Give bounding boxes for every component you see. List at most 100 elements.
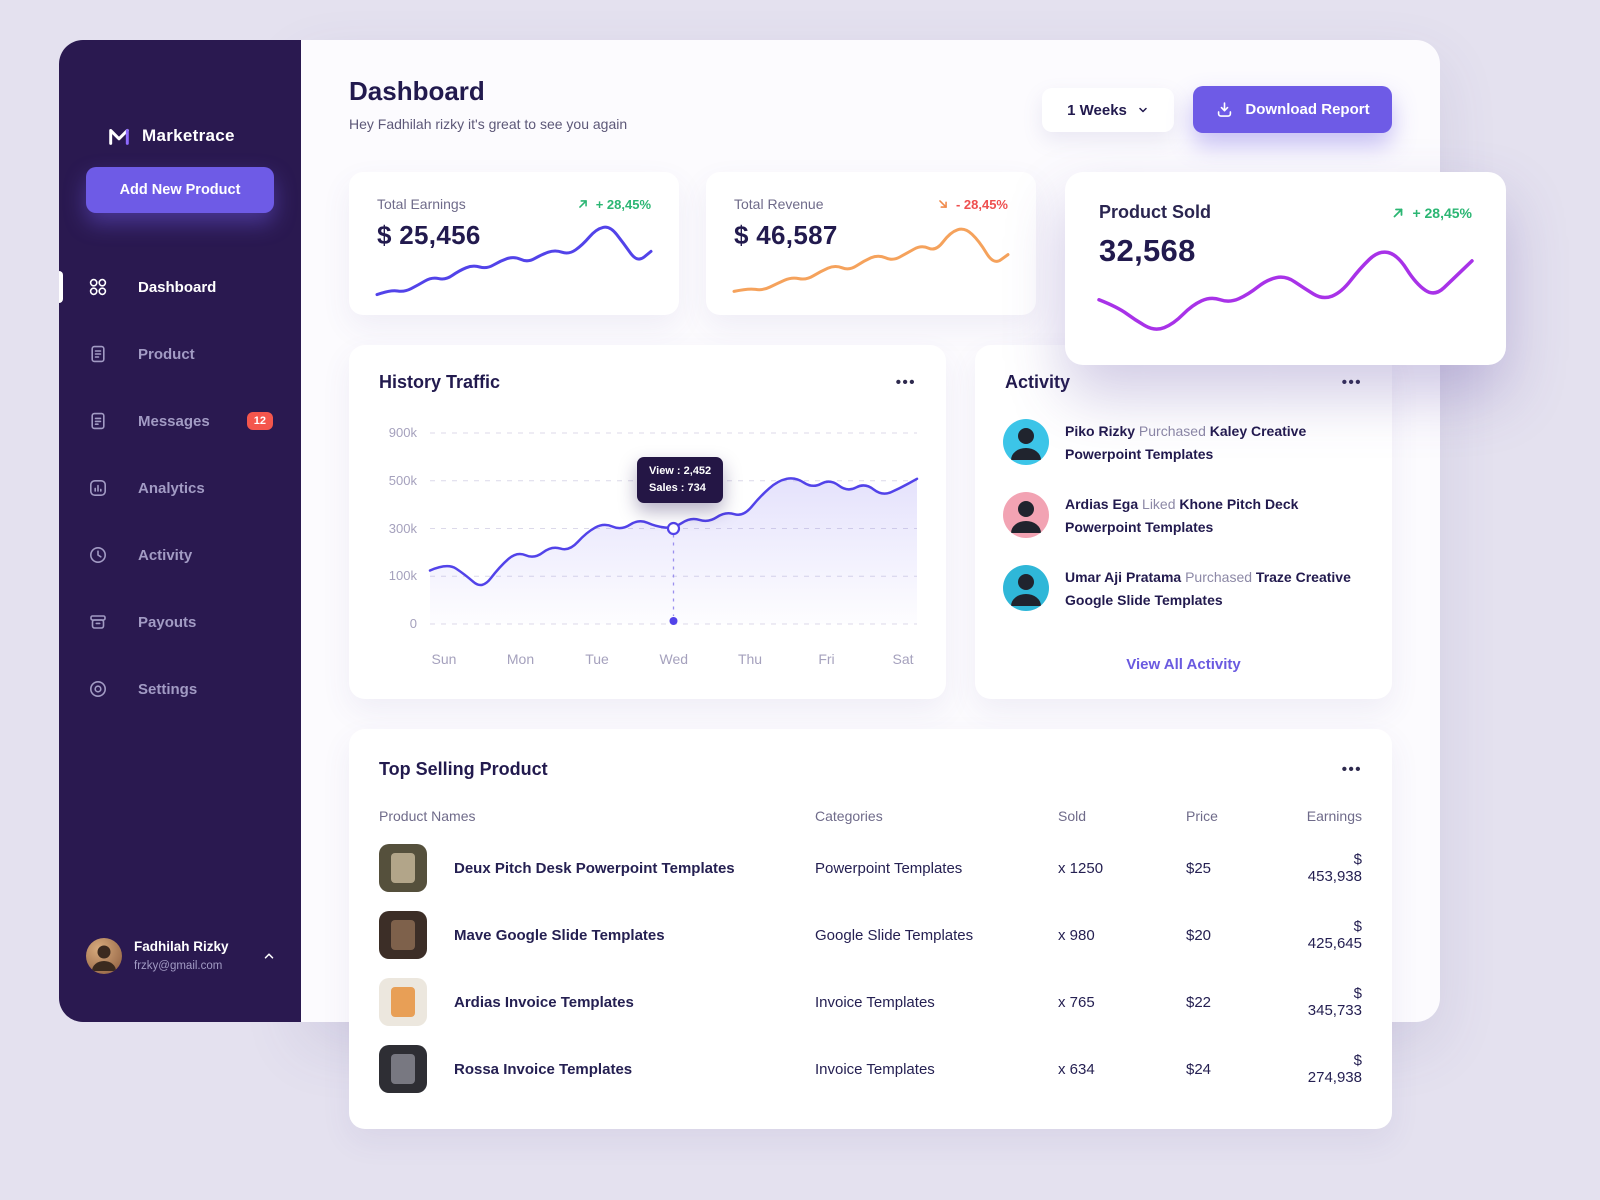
revenue-sparkline <box>732 227 1010 293</box>
sidebar-item-messages[interactable]: Messages 12 <box>59 399 301 443</box>
stat-label: Product Sold <box>1099 202 1211 222</box>
download-report-button[interactable]: Download Report <box>1193 86 1392 133</box>
product-price: $25 <box>1186 859 1212 877</box>
view-all-activity-link[interactable]: View All Activity <box>1126 656 1241 673</box>
chevron-up-icon[interactable] <box>262 949 276 963</box>
change-badge: - 28,45% <box>936 197 1008 212</box>
activity-text: Piko Rizky Purchased Kaley Creative Powe… <box>1065 423 1307 462</box>
product-price: $20 <box>1186 926 1212 944</box>
period-value: 1 Weeks <box>1067 101 1127 119</box>
product-category: Invoice Templates <box>815 993 935 1011</box>
user-name: Fadhilah Rizky <box>134 939 229 954</box>
gear-icon <box>88 679 108 699</box>
product-price: $24 <box>1186 1060 1212 1078</box>
stat-value: $ 46,587 <box>734 220 838 250</box>
change-badge: + 28,45% <box>576 197 651 212</box>
card-title: History Traffic <box>379 372 501 392</box>
change-badge: + 28,45% <box>1390 205 1472 221</box>
product-sold: x 1250 <box>1058 859 1104 877</box>
download-report-label: Download Report <box>1245 101 1370 118</box>
total-revenue-card: Total Revenue - 28,45% $ 46,587 <box>706 172 1036 315</box>
product-name: Mave Google Slide Templates <box>454 926 665 944</box>
product-thumbnail <box>379 978 427 1026</box>
product-name: Rossa Invoice Templates <box>454 1060 633 1078</box>
messages-badge: 12 <box>246 412 273 430</box>
product-category: Invoice Templates <box>815 1060 935 1078</box>
table-row[interactable]: Ardias Invoice Templates Invoice Templat… <box>379 978 1362 1026</box>
add-new-product-button[interactable]: Add New Product <box>86 167 274 213</box>
chevron-down-icon <box>1137 104 1149 116</box>
sidebar-item-payouts[interactable]: Payouts <box>59 600 301 644</box>
tooltip-sales: Sales : 734 <box>649 482 706 495</box>
sidebar-item-product[interactable]: Product <box>59 332 301 376</box>
card-title: Activity <box>1005 372 1071 392</box>
tooltip-view: View : 2,452 <box>649 465 712 477</box>
history-traffic-card: History Traffic ••• 900k 500k 300k 100k … <box>349 345 946 699</box>
traffic-line-chart[interactable] <box>428 432 919 625</box>
trend-up-icon <box>1390 205 1406 221</box>
more-options-icon[interactable]: ••• <box>1341 373 1362 391</box>
activity-avatar <box>1003 419 1049 465</box>
table-header: Product Names Categories Sold Price Earn… <box>379 808 1362 824</box>
product-thumbnail <box>379 911 427 959</box>
stat-label: Total Earnings <box>377 196 466 212</box>
activity-avatar <box>1003 565 1049 611</box>
top-selling-table: Product Names Categories Sold Price Earn… <box>379 807 1362 1093</box>
earnings-sparkline <box>375 225 653 297</box>
more-options-icon[interactable]: ••• <box>1341 760 1362 778</box>
card-title: Top Selling Product <box>379 759 548 779</box>
product-sold-card: Product Sold + 28,45% 32,568 <box>1065 172 1506 365</box>
chart-tooltip: View : 2,452 Sales : 734 <box>637 457 724 504</box>
message-icon <box>88 411 108 431</box>
product-name: Ardias Invoice Templates <box>454 993 634 1011</box>
product-sold: x 634 <box>1058 1060 1095 1078</box>
activity-text: Ardias Ega Liked Khone Pitch Deck Powerp… <box>1065 496 1299 535</box>
activity-item: Piko Rizky Purchased Kaley Creative Powe… <box>1003 419 1370 466</box>
activity-card: Activity ••• Piko Rizky Purchased Kaley … <box>975 345 1392 699</box>
greeting-text: Hey Fadhilah rizky it's great to see you… <box>349 116 628 132</box>
sidebar-item-label: Analytics <box>138 479 205 497</box>
activity-item: Umar Aji Pratama Purchased Traze Creativ… <box>1003 565 1370 612</box>
analytics-icon <box>88 478 108 498</box>
logo: Marketrace <box>107 124 235 148</box>
user-email: frzky@gmail.com <box>134 960 223 972</box>
top-selling-product-card: Top Selling Product ••• Product Names Ca… <box>349 729 1392 1129</box>
more-options-icon[interactable]: ••• <box>895 373 916 391</box>
sidebar-item-analytics[interactable]: Analytics <box>59 466 301 510</box>
payouts-icon <box>88 612 108 632</box>
download-icon <box>1215 100 1234 119</box>
activity-avatar <box>1003 492 1049 538</box>
product-earnings: $ 453,938 <box>1307 851 1362 885</box>
y-axis-labels: 900k 500k 300k 100k 0 <box>388 425 417 631</box>
table-row[interactable]: Deux Pitch Desk Powerpoint Templates Pow… <box>379 844 1362 892</box>
sidebar-item-settings[interactable]: Settings <box>59 667 301 711</box>
stat-label: Total Revenue <box>734 196 824 212</box>
table-row[interactable]: Rossa Invoice Templates Invoice Template… <box>379 1045 1362 1093</box>
product-sold: x 765 <box>1058 993 1095 1011</box>
sidebar: Marketrace Add New Product Dashboard <box>59 40 301 1022</box>
trend-up-icon <box>576 197 590 211</box>
activity-text: Umar Aji Pratama Purchased Traze Creativ… <box>1065 569 1351 608</box>
trend-down-icon <box>936 197 950 211</box>
sidebar-item-dashboard[interactable]: Dashboard <box>59 265 301 309</box>
table-row[interactable]: Mave Google Slide Templates Google Slide… <box>379 911 1362 959</box>
product-name: Deux Pitch Desk Powerpoint Templates <box>454 859 735 877</box>
activity-list: Piko Rizky Purchased Kaley Creative Powe… <box>1003 419 1370 638</box>
clock-icon <box>88 545 108 565</box>
period-selector[interactable]: 1 Weeks <box>1042 88 1174 132</box>
page-title: Dashboard <box>349 76 485 106</box>
marketrace-logo-icon <box>107 124 131 148</box>
grid-icon <box>88 277 108 297</box>
user-profile[interactable]: Fadhilah Rizky frzky@gmail.com <box>86 938 276 974</box>
sidebar-nav: Dashboard Product Messag <box>59 265 301 734</box>
product-category: Powerpoint Templates <box>815 859 963 877</box>
product-category: Google Slide Templates <box>815 926 974 944</box>
sidebar-item-activity[interactable]: Activity <box>59 533 301 577</box>
product-sold-sparkline <box>1097 250 1474 331</box>
product-thumbnail <box>379 844 427 892</box>
logo-text: Marketrace <box>142 126 235 145</box>
product-earnings: $ 274,938 <box>1307 1052 1362 1086</box>
sidebar-item-label: Dashboard <box>138 278 217 296</box>
x-axis-labels: Sun Mon Tue Wed Thu Fri Sat <box>431 651 914 667</box>
sidebar-item-label: Payouts <box>138 613 197 631</box>
